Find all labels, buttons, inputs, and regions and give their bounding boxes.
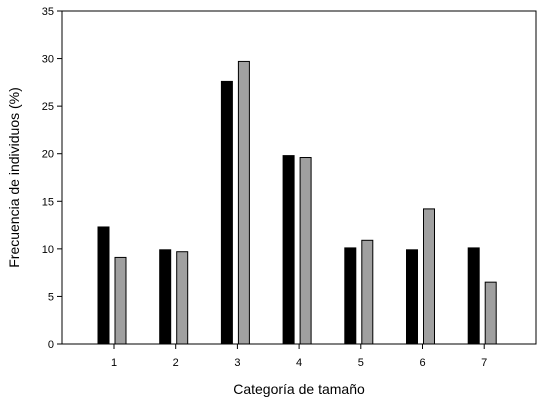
y-axis-ticks: 0 5 10 15 20 25 30 35 xyxy=(42,6,62,351)
x-tick-label: 3 xyxy=(234,357,240,369)
y-tick-label: 30 xyxy=(42,54,54,66)
y-tick-label: 35 xyxy=(42,6,54,18)
x-tick-label: 2 xyxy=(173,357,179,369)
y-tick-label: 0 xyxy=(48,339,54,351)
bar-series-1-category-5 xyxy=(344,247,357,345)
bar-series-1-category-4 xyxy=(282,155,295,345)
bar-series-1-category-1 xyxy=(97,226,110,345)
bar-series-1-category-6 xyxy=(406,249,418,345)
x-tick-label: 6 xyxy=(419,357,425,369)
bar-series-1-category-7 xyxy=(467,247,480,345)
bar-series-2-category-7 xyxy=(484,281,497,345)
bar-series-1-category-2 xyxy=(159,249,172,345)
bar-series-2-category-3 xyxy=(237,60,250,345)
bar-series-2-category-5 xyxy=(361,239,374,345)
y-tick-label: 5 xyxy=(48,291,54,303)
x-axis-title: Categoría de tamaño xyxy=(233,381,365,397)
y-tick-label: 25 xyxy=(42,101,54,113)
bar-series-1-category-3 xyxy=(220,80,233,345)
bars xyxy=(97,60,497,345)
x-tick-label: 7 xyxy=(481,357,487,369)
bar-series-2-category-4 xyxy=(299,157,312,345)
x-tick-label: 5 xyxy=(358,357,364,369)
y-axis-title: Frecuencia de individuos (%) xyxy=(6,87,22,268)
y-tick-label: 20 xyxy=(42,149,54,161)
plot-area: 0 5 10 15 20 25 30 35 1 2 3 4 5 6 7 xyxy=(42,6,537,369)
x-tick-label: 4 xyxy=(296,357,302,369)
bar-series-2-category-6 xyxy=(423,208,435,345)
y-tick-label: 10 xyxy=(42,244,54,256)
bar-series-2-category-1 xyxy=(114,256,127,345)
y-tick-label: 15 xyxy=(42,196,54,208)
plot-frame xyxy=(61,10,537,345)
x-tick-label: 1 xyxy=(111,357,117,369)
bar-series-2-category-2 xyxy=(176,251,189,345)
x-axis-ticks: 1 2 3 4 5 6 7 xyxy=(111,344,487,369)
